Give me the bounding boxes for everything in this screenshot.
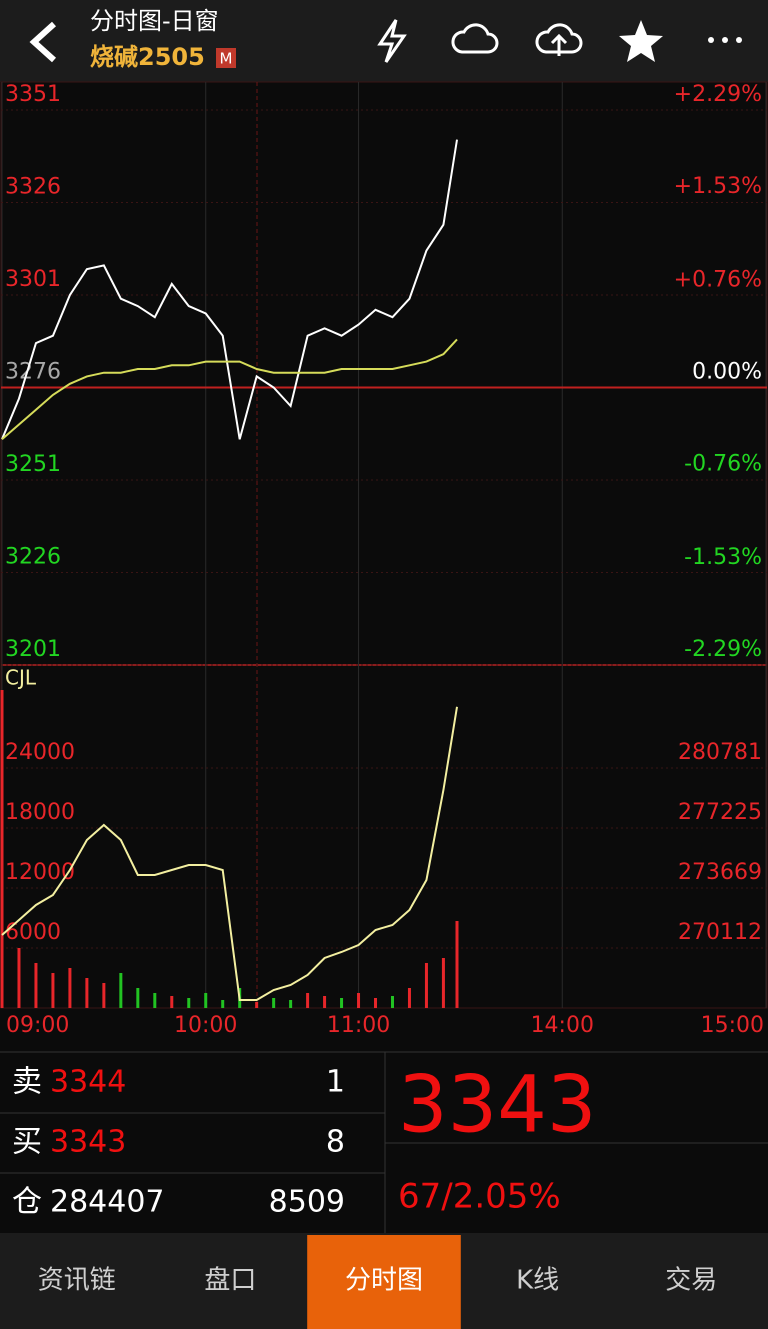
y2-tick-label: 270112 — [678, 920, 762, 945]
row-volume: 1 — [326, 1065, 345, 1100]
y-tick-label: 24000 — [5, 740, 75, 765]
more-icon[interactable] — [708, 37, 742, 43]
row-price: 284407 — [50, 1185, 165, 1220]
chart-frame — [0, 81, 768, 1009]
volume-bar — [119, 973, 123, 1008]
last-price: 3343 — [398, 1060, 597, 1150]
tab[interactable]: 盘口 — [204, 1266, 256, 1296]
volume-bar — [455, 921, 459, 1008]
y2-tick-label: 273669 — [678, 860, 762, 885]
y-tick-label: 12000 — [5, 860, 75, 885]
favorite-icon[interactable] — [619, 20, 663, 62]
y2-tick-label: +0.76% — [674, 267, 762, 292]
volume-bar — [187, 998, 191, 1008]
y2-tick-label: +2.29% — [674, 82, 762, 107]
series-line — [1, 338, 458, 441]
back-button[interactable] — [29, 21, 57, 63]
volume-bar — [407, 988, 411, 1008]
y-tick-label: 3226 — [5, 545, 61, 570]
x-tick-label: 11:00 — [327, 1013, 390, 1038]
volume-bar — [102, 983, 106, 1008]
volume-bar — [340, 998, 344, 1008]
x-tick-label: 14:00 — [531, 1013, 594, 1038]
tab[interactable]: 交易 — [665, 1266, 717, 1296]
row-label: 买 — [12, 1125, 42, 1160]
y2-tick-label: -2.29% — [684, 637, 762, 662]
y-tick-label: 3326 — [5, 175, 61, 200]
y-tick-label: 3276 — [5, 360, 61, 385]
row-price: 3344 — [50, 1065, 126, 1100]
volume-bar — [424, 963, 428, 1008]
volume-bar — [255, 1002, 259, 1008]
cloud-upload-icon[interactable] — [535, 23, 583, 56]
y2-tick-label: 277225 — [678, 800, 762, 825]
badge: M — [220, 50, 233, 68]
y-tick-label: 18000 — [5, 800, 75, 825]
tab[interactable]: 资讯链 — [38, 1266, 116, 1296]
row-label: 卖 — [12, 1065, 42, 1100]
y2-tick-label: -0.76% — [684, 452, 762, 477]
y2-tick-label: 280781 — [678, 740, 762, 765]
y2-tick-label: +1.53% — [674, 174, 762, 199]
tab[interactable]: K线 — [516, 1266, 559, 1296]
x-tick-label: 10:00 — [174, 1013, 237, 1038]
volume-bar — [136, 988, 140, 1008]
row-volume: 8509 — [269, 1185, 345, 1220]
volume-bar — [34, 963, 38, 1008]
header-title: 分时图-日窗 — [90, 7, 219, 35]
series-line — [1, 706, 458, 1001]
x-tick-label: 09:00 — [6, 1013, 69, 1038]
volume-bar — [17, 948, 21, 1008]
volume-bar — [68, 968, 72, 1008]
active-tab[interactable] — [307, 1235, 461, 1329]
price-change: 67/2.05% — [398, 1177, 561, 1217]
volume-bar — [306, 993, 310, 1008]
volume-bar — [51, 973, 55, 1008]
volume-bar — [170, 996, 174, 1008]
volume-bar — [204, 993, 208, 1008]
y2-tick-label: 0.00% — [692, 360, 762, 385]
volume-bar — [153, 993, 157, 1008]
y2-tick-label: -1.53% — [684, 545, 762, 570]
volume-bar — [323, 996, 327, 1008]
flash-icon[interactable] — [377, 19, 407, 63]
y-tick-label: 3251 — [5, 452, 61, 477]
volume-bar — [441, 958, 445, 1008]
y-tick-label: 3351 — [5, 82, 61, 107]
y-tick-label: 3301 — [5, 267, 61, 292]
volume-bar — [390, 996, 394, 1008]
row-price: 3343 — [50, 1125, 126, 1160]
volume-bar — [289, 1000, 293, 1008]
tab[interactable]: 分时图 — [345, 1266, 423, 1296]
cloud-flash-icon[interactable] — [451, 23, 499, 54]
volume-bar — [85, 978, 89, 1008]
y-tick-label: 3201 — [5, 637, 61, 662]
badge-box — [216, 48, 236, 68]
x-tick-label: 15:00 — [701, 1013, 764, 1038]
series-line — [1, 139, 458, 440]
volume-bar — [357, 993, 361, 1008]
row-label: 仓 — [12, 1185, 42, 1220]
volume-bar — [0, 690, 4, 1008]
panel-label: CJL — [5, 666, 37, 690]
volume-bar — [374, 998, 378, 1008]
volume-bar — [221, 1000, 225, 1008]
row-volume: 8 — [326, 1125, 345, 1160]
header-subtitle: 烧碱2505 — [90, 43, 205, 71]
volume-bar — [272, 998, 276, 1008]
